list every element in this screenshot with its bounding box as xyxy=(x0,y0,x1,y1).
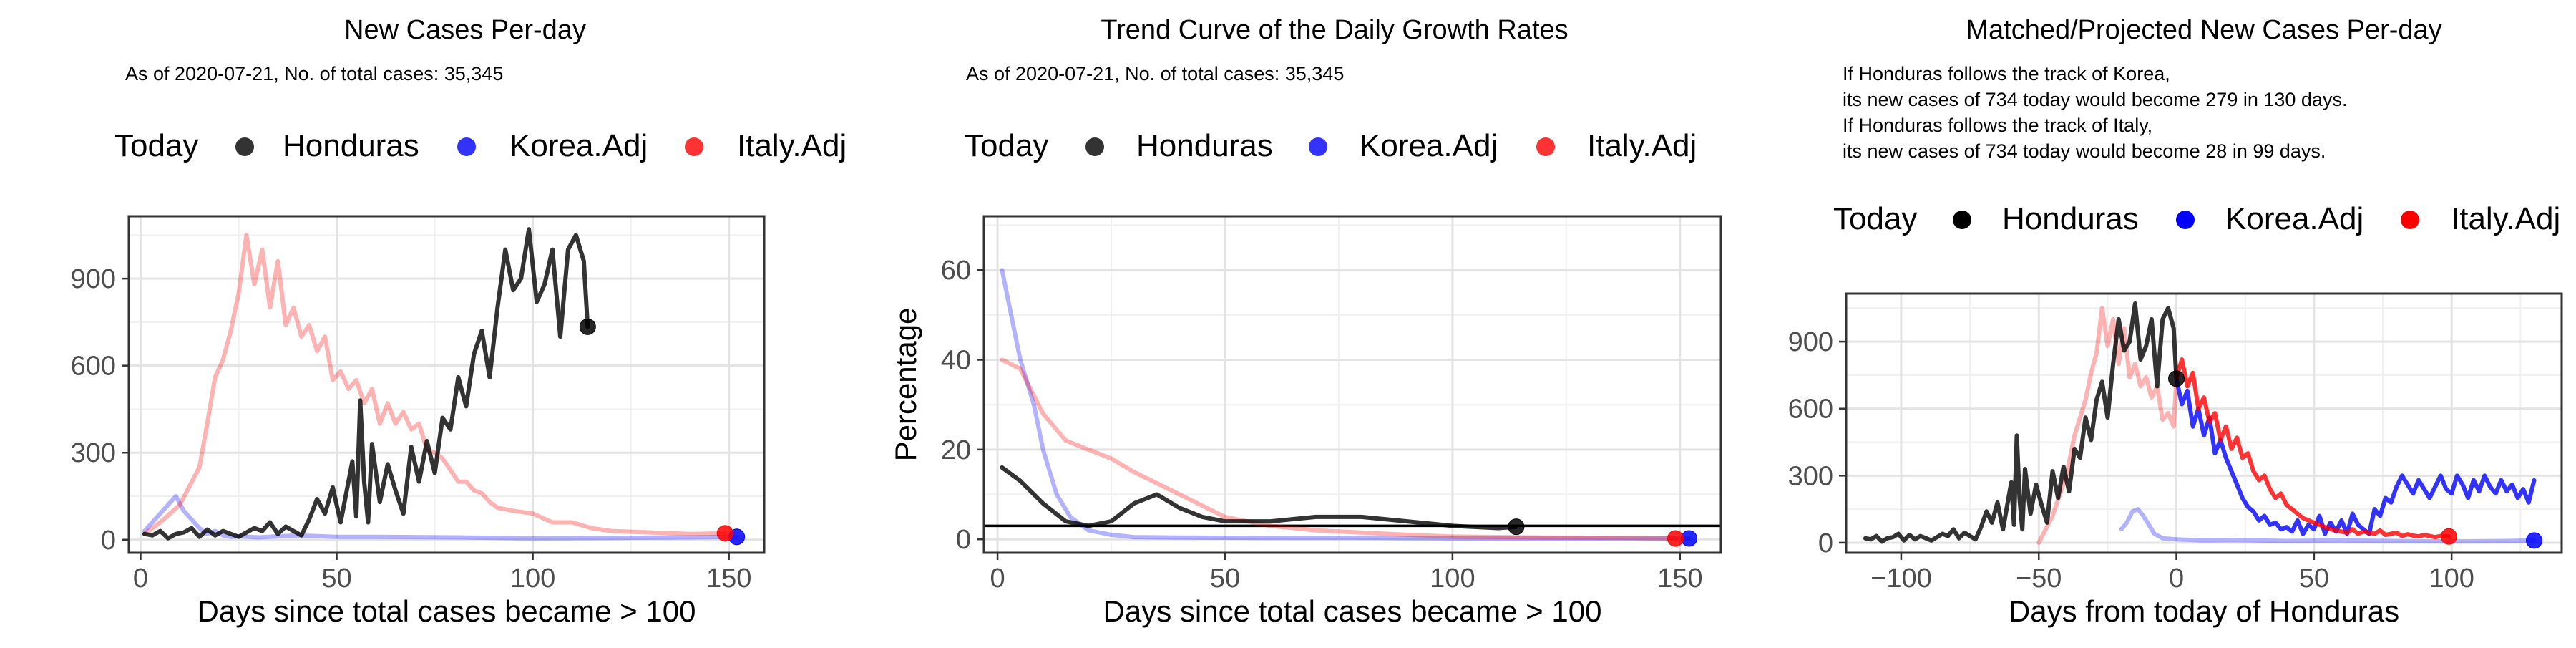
today-point-honduras xyxy=(1508,518,1525,536)
series-line-honduras xyxy=(1863,301,2179,544)
chart-panel-3: Matched/Projected New Cases Per-day If H… xyxy=(1753,0,2576,644)
today-point-italy-adj xyxy=(1667,530,1684,547)
x-tick-label: 50 xyxy=(2299,564,2329,594)
legend-key-korea xyxy=(2176,211,2195,229)
legend: Today Honduras Korea.Adj Italy.Adj xyxy=(965,128,1697,163)
legend-title: Today xyxy=(1833,201,1917,236)
y-tick-label: 20 xyxy=(941,435,971,465)
legend-key-korea xyxy=(457,137,476,156)
y-tick-label: 300 xyxy=(1788,461,1833,491)
y-axis-label: Percentage xyxy=(889,308,922,462)
y-tick-label: 0 xyxy=(101,526,116,556)
series-line-korea-adj xyxy=(142,494,739,541)
y-tick-label: 0 xyxy=(1818,528,1833,558)
chart-subtitle-line-1: If Honduras follows the track of Korea, xyxy=(1843,63,2170,84)
plot-background xyxy=(984,216,1721,553)
series-line-italy-adj xyxy=(142,233,728,536)
x-tick-label: 100 xyxy=(1430,564,1475,594)
series-line-korea-adj xyxy=(2174,376,2537,536)
y-tick-label: 600 xyxy=(1788,395,1833,425)
chart-panel-1: New Cases Per-day As of 2020-07-21, No. … xyxy=(0,0,873,644)
plot-border xyxy=(1845,292,2563,554)
x-tick-label: 100 xyxy=(510,564,555,594)
plot-area: 0 50 100 150 0 20 40 60 xyxy=(941,215,1722,594)
chart-panel-2: Trend Curve of the Daily Growth Rates As… xyxy=(873,0,1753,644)
y-tick-label: 300 xyxy=(71,438,116,468)
y-tick-label: 0 xyxy=(956,525,971,555)
x-tick-label: −100 xyxy=(1870,564,1932,594)
x-tick-label: 0 xyxy=(2169,564,2184,594)
legend-label-italy: Italy.Adj xyxy=(2451,201,2560,236)
chart-title: Trend Curve of the Daily Growth Rates xyxy=(1101,15,1568,45)
legend-key-korea xyxy=(1309,137,1327,156)
legend: Today Honduras Korea.Adj Italy.Adj xyxy=(114,128,847,163)
chart-svg-2: Trend Curve of the Daily Growth Rates As… xyxy=(889,15,1722,628)
x-tick-label: 0 xyxy=(990,564,1005,594)
x-tick-label: 100 xyxy=(2429,564,2474,594)
x-axis-label: Days since total cases became > 100 xyxy=(1103,594,1602,628)
y-tick-label: 900 xyxy=(1788,327,1833,357)
legend-label-korea: Korea.Adj xyxy=(2225,201,2363,236)
chart-subtitle-line-4: its new cases of 734 today would become … xyxy=(1843,140,2326,162)
x-tick-label: 150 xyxy=(1657,564,1702,594)
legend-label-honduras: Honduras xyxy=(1136,128,1273,163)
y-tick-label: 600 xyxy=(71,352,116,382)
legend-key-italy xyxy=(685,137,703,156)
legend-label-italy: Italy.Adj xyxy=(737,128,847,163)
y-tick-label: 60 xyxy=(941,256,971,286)
legend: Today Honduras Korea.Adj Italy.Adj xyxy=(1833,201,2560,236)
legend-label-korea: Korea.Adj xyxy=(1360,128,1498,163)
series-line-italy-adj xyxy=(2174,357,2451,540)
legend-title: Today xyxy=(965,128,1048,163)
chart-subtitle: As of 2020-07-21, No. of total cases: 35… xyxy=(966,63,1344,84)
today-point-honduras xyxy=(579,318,596,335)
legend-key-honduras xyxy=(1085,137,1104,156)
plot-border xyxy=(982,215,1722,554)
series-line-italy-adj-matched xyxy=(2036,306,2179,545)
series-line-korea-adj xyxy=(1000,268,1692,541)
series-line-korea-adj-matched xyxy=(2119,507,2537,544)
x-tick-label: 0 xyxy=(133,564,148,594)
x-axis-label: Days since total cases became > 100 xyxy=(197,594,696,628)
legend-label-honduras: Honduras xyxy=(283,128,419,163)
x-axis-label: Days from today of Honduras xyxy=(2009,594,2399,628)
legend-title: Today xyxy=(114,128,198,163)
chart-subtitle-line-3: If Honduras follows the track of Italy, xyxy=(1843,115,2152,136)
legend-key-italy xyxy=(2401,211,2419,229)
today-point-italy-adj xyxy=(716,525,733,542)
today-point-honduras xyxy=(2168,370,2185,387)
chart-title: New Cases Per-day xyxy=(344,15,586,45)
legend-key-italy xyxy=(1536,137,1555,156)
chart-subtitle: As of 2020-07-21, No. of total cases: 35… xyxy=(125,63,503,84)
plot-area: −100 −50 0 50 100 0 300 600 900 xyxy=(1788,292,2563,594)
series-line-honduras xyxy=(1000,465,1518,531)
y-tick-label: 40 xyxy=(941,346,971,376)
x-tick-label: 50 xyxy=(1210,564,1240,594)
x-tick-label: −50 xyxy=(2016,564,2062,594)
legend-label-honduras: Honduras xyxy=(2002,201,2139,236)
legend-key-honduras xyxy=(235,137,254,156)
series-line-honduras xyxy=(142,227,590,541)
x-tick-label: 150 xyxy=(706,564,751,594)
chart-title: Matched/Projected New Cases Per-day xyxy=(1966,15,2441,45)
plot-area: 0 50 100 150 0 300 600 900 xyxy=(71,215,766,594)
chart-svg-3: Matched/Projected New Cases Per-day If H… xyxy=(1788,15,2563,628)
legend-label-italy: Italy.Adj xyxy=(1587,128,1697,163)
plot-background xyxy=(129,216,764,553)
plot-border xyxy=(127,215,766,554)
legend-key-honduras xyxy=(1953,211,1971,229)
series-line-italy-adj xyxy=(1000,357,1678,541)
chart-svg-1: New Cases Per-day As of 2020-07-21, No. … xyxy=(71,15,847,628)
legend-label-korea: Korea.Adj xyxy=(509,128,648,163)
chart-subtitle-line-2: its new cases of 734 today would become … xyxy=(1843,89,2347,110)
x-tick-label: 50 xyxy=(321,564,351,594)
today-point-italy-adj xyxy=(2440,528,2457,545)
y-tick-label: 900 xyxy=(71,264,116,294)
today-point-korea-adj xyxy=(2526,532,2543,549)
plot-background xyxy=(1846,294,2562,553)
